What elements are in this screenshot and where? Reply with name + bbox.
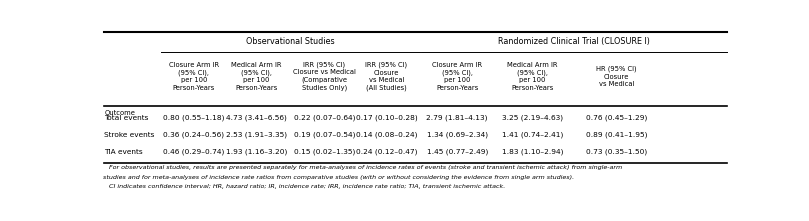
Text: Stroke events: Stroke events — [104, 131, 155, 138]
Text: 1.45 (0.77–2.49): 1.45 (0.77–2.49) — [426, 149, 488, 155]
Text: CI indicates confidence interval; HR, hazard ratio; IR, incidence rate; IRR, inc: CI indicates confidence interval; HR, ha… — [103, 184, 506, 189]
Text: 0.17 (0.10–0.28): 0.17 (0.10–0.28) — [355, 114, 417, 121]
Text: 4.73 (3.41–6.56): 4.73 (3.41–6.56) — [227, 114, 287, 121]
Text: 0.22 (0.07–0.64): 0.22 (0.07–0.64) — [294, 114, 355, 121]
Text: 2.79 (1.81–4.13): 2.79 (1.81–4.13) — [426, 114, 488, 121]
Text: studies and for meta-analyses of incidence rate ratios from comparative studies : studies and for meta-analyses of inciden… — [103, 175, 574, 180]
Text: 0.36 (0.24–0.56): 0.36 (0.24–0.56) — [163, 131, 224, 138]
Text: 1.41 (0.74–2.41): 1.41 (0.74–2.41) — [502, 131, 563, 138]
Text: Closure Arm IR
(95% CI),
per 100
Person-Years: Closure Arm IR (95% CI), per 100 Person-… — [169, 62, 219, 91]
Text: Closure Arm IR
(95% CI),
per 100
Person-Years: Closure Arm IR (95% CI), per 100 Person-… — [432, 62, 482, 91]
Text: 3.25 (2.19–4.63): 3.25 (2.19–4.63) — [502, 114, 563, 121]
Text: 0.15 (0.02–1.35): 0.15 (0.02–1.35) — [294, 149, 355, 155]
Text: 0.24 (0.12–0.47): 0.24 (0.12–0.47) — [356, 149, 417, 155]
Text: Total events: Total events — [104, 114, 149, 121]
Text: 0.46 (0.29–0.74): 0.46 (0.29–0.74) — [163, 149, 225, 155]
Text: 1.34 (0.69–2.34): 1.34 (0.69–2.34) — [426, 131, 488, 138]
Text: TIA events: TIA events — [104, 149, 143, 155]
Text: HR (95% CI)
Closure
vs Medical: HR (95% CI) Closure vs Medical — [596, 66, 637, 87]
Text: Outcome: Outcome — [104, 110, 135, 116]
Text: 0.19 (0.07–0.54): 0.19 (0.07–0.54) — [294, 131, 355, 138]
Text: 0.76 (0.45–1.29): 0.76 (0.45–1.29) — [586, 114, 647, 121]
Text: 0.73 (0.35–1.50): 0.73 (0.35–1.50) — [586, 149, 647, 155]
Text: Medical Arm IR
(95% CI),
per 100
Person-Years: Medical Arm IR (95% CI), per 100 Person-… — [507, 62, 557, 91]
Text: 2.53 (1.91–3.35): 2.53 (1.91–3.35) — [226, 131, 287, 138]
Text: 1.83 (1.10–2.94): 1.83 (1.10–2.94) — [502, 149, 563, 155]
Text: Observational Studies: Observational Studies — [246, 37, 334, 46]
Text: IRR (95% CI)
Closure
vs Medical
(All Studies): IRR (95% CI) Closure vs Medical (All Stu… — [366, 62, 408, 91]
Text: Medical Arm IR
(95% CI),
per 100
Person-Years: Medical Arm IR (95% CI), per 100 Person-… — [231, 62, 282, 91]
Text: 0.80 (0.55–1.18): 0.80 (0.55–1.18) — [163, 114, 225, 121]
Text: 1.93 (1.16–3.20): 1.93 (1.16–3.20) — [226, 149, 287, 155]
Text: IRR (95% CI)
Closure vs Medical
(Comparative
Studies Only): IRR (95% CI) Closure vs Medical (Compara… — [293, 61, 356, 91]
Text: 0.89 (0.41–1.95): 0.89 (0.41–1.95) — [586, 131, 647, 138]
Text: 0.14 (0.08–0.24): 0.14 (0.08–0.24) — [356, 131, 417, 138]
Text: For observational studies, results are presented separately for meta-analyses of: For observational studies, results are p… — [103, 165, 622, 170]
Text: Randomized Clinical Trial (CLOSURE I): Randomized Clinical Trial (CLOSURE I) — [498, 37, 650, 46]
